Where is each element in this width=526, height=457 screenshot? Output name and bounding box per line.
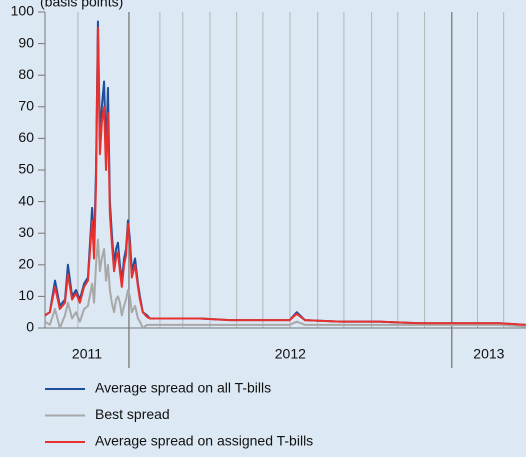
chart-subtitle: (basis points) [40, 0, 123, 10]
legend-label: Average spread on assigned T-bills [95, 433, 313, 449]
y-tick-label: 90 [18, 34, 34, 50]
y-tick-label: 50 [18, 161, 34, 177]
y-tick-label: 20 [18, 256, 34, 272]
y-tick-label: 70 [18, 98, 34, 114]
x-period-label: 2011 [72, 346, 102, 362]
legend-label: Average spread on all T-bills [95, 380, 271, 396]
y-tick-label: 40 [18, 192, 34, 208]
x-period-label: 2012 [275, 346, 306, 362]
y-tick-label: 0 [26, 319, 34, 335]
y-tick-label: 80 [18, 66, 34, 82]
x-period-label: 2013 [473, 346, 504, 362]
y-tick-label: 30 [18, 224, 34, 240]
legend-label: Best spread [95, 406, 170, 422]
y-tick-label: 100 [11, 3, 35, 19]
y-tick-label: 60 [18, 129, 34, 145]
series-line [44, 238, 526, 329]
y-tick-label: 10 [18, 287, 34, 303]
series-line [44, 20, 526, 326]
series-line [44, 26, 526, 326]
